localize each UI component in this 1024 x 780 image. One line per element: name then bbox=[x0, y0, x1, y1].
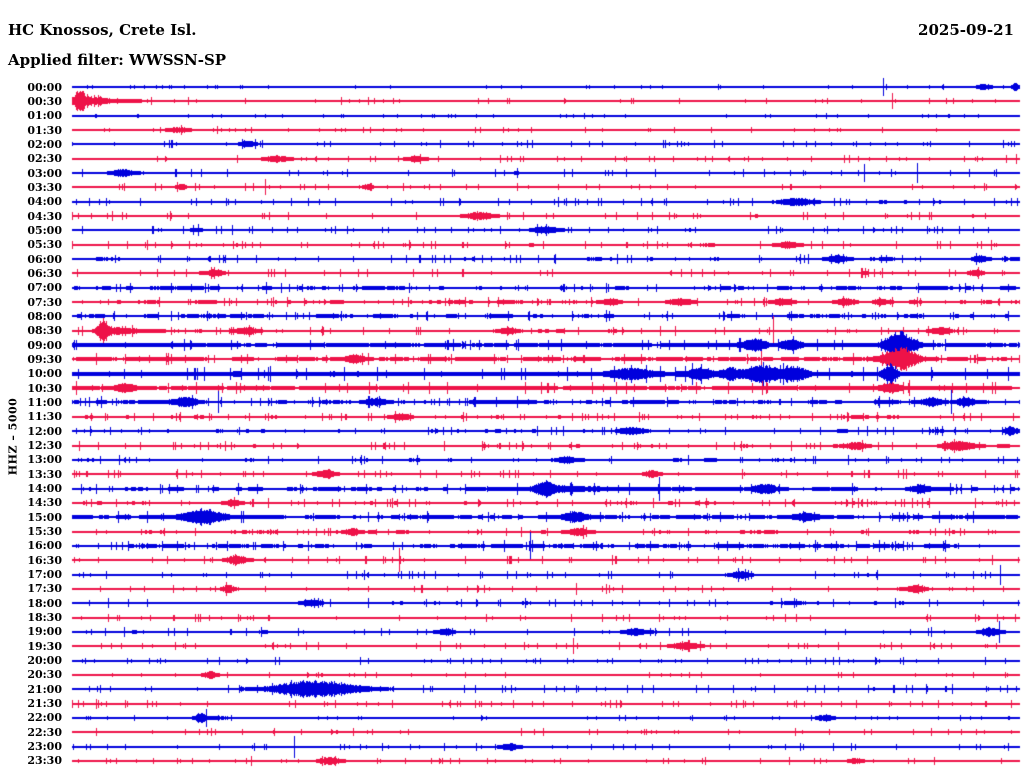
seismogram-traces bbox=[0, 0, 1024, 780]
